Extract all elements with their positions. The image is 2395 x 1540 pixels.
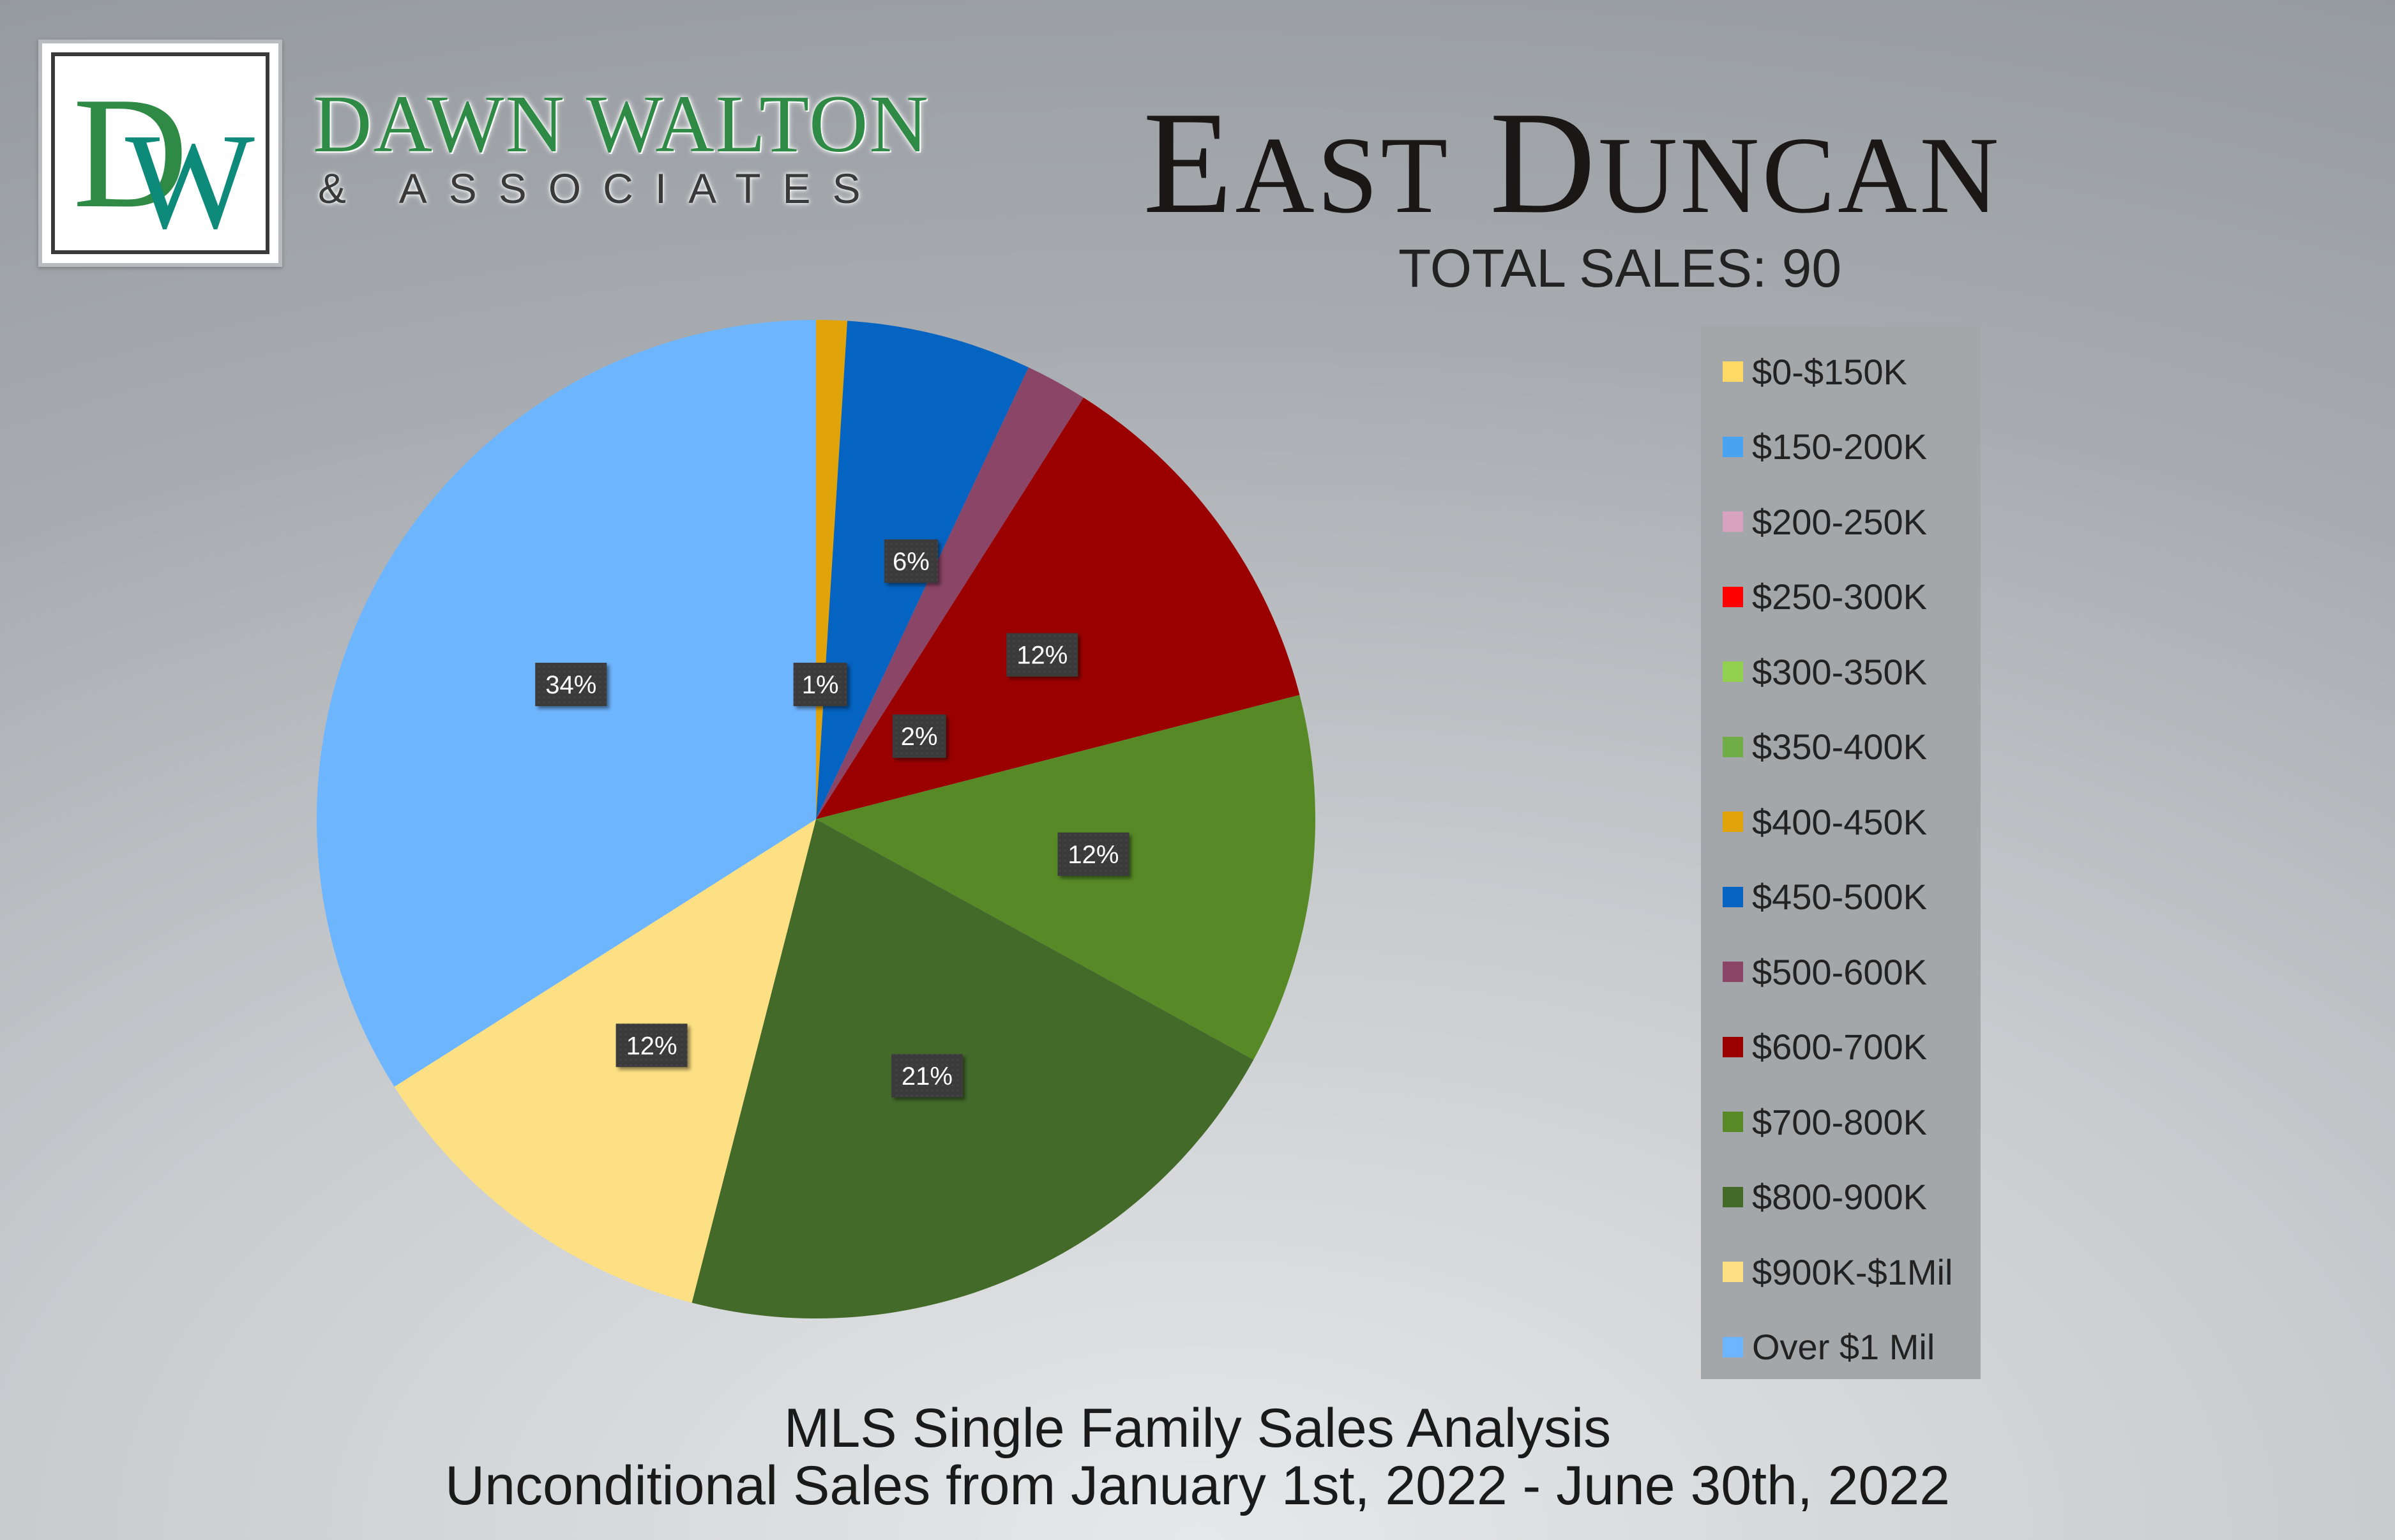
legend-swatch: [1723, 361, 1743, 382]
legend-label: $250-300K: [1752, 577, 1928, 617]
legend-swatch: [1723, 661, 1743, 682]
legend-item: $450-500K: [1723, 877, 1928, 917]
legend-swatch: [1723, 1336, 1743, 1357]
pie-slice: [816, 695, 1315, 1060]
legend-item: $600-700K: [1723, 1027, 1928, 1067]
pie-slice: [691, 819, 1254, 1318]
pie-slice: [816, 367, 1084, 819]
legend-swatch: [1723, 511, 1743, 532]
legend-swatch: [1723, 436, 1743, 457]
legend-swatch: [1723, 1262, 1743, 1282]
legend-label: $450-500K: [1752, 877, 1928, 917]
legend-item: $500-600K: [1723, 951, 1928, 992]
legend-item: $900K-$1Mil: [1723, 1251, 1953, 1292]
chart-legend: $0-$150K $150-200K $200-250K $250-300K $300-…: [1701, 326, 1981, 1379]
brand-name: DAWN WALTON: [313, 79, 930, 169]
svg-text:34%: 34%: [545, 671, 596, 699]
svg-text:12%: 12%: [626, 1032, 677, 1060]
legend-item: $250-300K: [1723, 577, 1928, 617]
legend-label: $500-600K: [1752, 951, 1928, 992]
legend-label: $300-350K: [1752, 651, 1928, 692]
footer-line-1: MLS Single Family Sales Analysis: [783, 1398, 1612, 1459]
legend-swatch: [1723, 812, 1743, 832]
data-label: 21%: [891, 1053, 963, 1098]
legend-item: $200-250K: [1723, 501, 1928, 542]
pie-slice: [816, 397, 1300, 819]
data-label: 12%: [616, 1023, 688, 1068]
legend-swatch: [1723, 1036, 1743, 1057]
pie-data-labels: 1% 6% 2% 12% 12% 21% 12% 34%: [535, 539, 1130, 1098]
data-label: 34%: [535, 663, 607, 707]
logo: D W: [38, 40, 282, 267]
svg-text:2%: 2%: [901, 723, 938, 751]
legend-label: $400-450K: [1752, 801, 1928, 842]
legend-item: $400-450K: [1723, 801, 1928, 842]
data-label: 12%: [1006, 633, 1078, 677]
data-label: 12%: [1057, 832, 1130, 876]
brand-subtitle: & ASSOCIATES: [318, 165, 882, 212]
legend-label: $700-800K: [1752, 1101, 1928, 1142]
total-sales: TOTAL SALES: 90: [1398, 238, 1842, 298]
svg-text:1%: 1%: [802, 671, 839, 699]
monogram-d: D: [73, 64, 188, 241]
legend-item: $150-200K: [1723, 427, 1928, 467]
svg-text:12%: 12%: [1016, 642, 1068, 670]
legend-label: $350-400K: [1752, 727, 1928, 767]
data-label: 2%: [892, 714, 946, 758]
legend-item: $300-350K: [1723, 651, 1928, 692]
legend-label: $900K-$1Mil: [1752, 1251, 1953, 1292]
svg-text:21%: 21%: [902, 1062, 953, 1091]
dw-monogram-icon: D W: [73, 64, 255, 257]
footer-line-2: Unconditional Sales from January 1st, 20…: [445, 1455, 1950, 1516]
legend-label: $150-200K: [1752, 427, 1928, 467]
legend-swatch: [1723, 962, 1743, 982]
legend-swatch: [1723, 1112, 1743, 1132]
legend-label: Over $1 Mil: [1752, 1327, 1935, 1367]
pie-slices: [317, 320, 1315, 1318]
legend-swatch: [1723, 1186, 1743, 1207]
monogram-w: W: [125, 105, 255, 245]
page-title: EAST DUNCAN: [1143, 81, 2002, 244]
legend-swatch: [1723, 886, 1743, 907]
legend-item: $800-900K: [1723, 1177, 1928, 1217]
data-label: 6%: [884, 539, 938, 583]
legend-label: $200-250K: [1752, 501, 1928, 542]
svg-text:12%: 12%: [1068, 841, 1119, 869]
legend-item: $700-800K: [1723, 1101, 1928, 1142]
legend-swatch: [1723, 736, 1743, 757]
legend-label: $600-700K: [1752, 1027, 1928, 1067]
legend-label: $800-900K: [1752, 1177, 1928, 1217]
logo-frame: D W: [51, 52, 269, 257]
pie-slice: [394, 819, 816, 1303]
legend-label: $0-$150K: [1752, 351, 1907, 392]
legend-item: Over $1 Mil: [1723, 1327, 1935, 1367]
legend-item: $350-400K: [1723, 727, 1928, 767]
svg-text:6%: 6%: [893, 548, 930, 576]
legend-swatch: [1723, 586, 1743, 607]
data-label: 1%: [793, 662, 847, 706]
legend-item: $0-$150K: [1723, 351, 1907, 392]
